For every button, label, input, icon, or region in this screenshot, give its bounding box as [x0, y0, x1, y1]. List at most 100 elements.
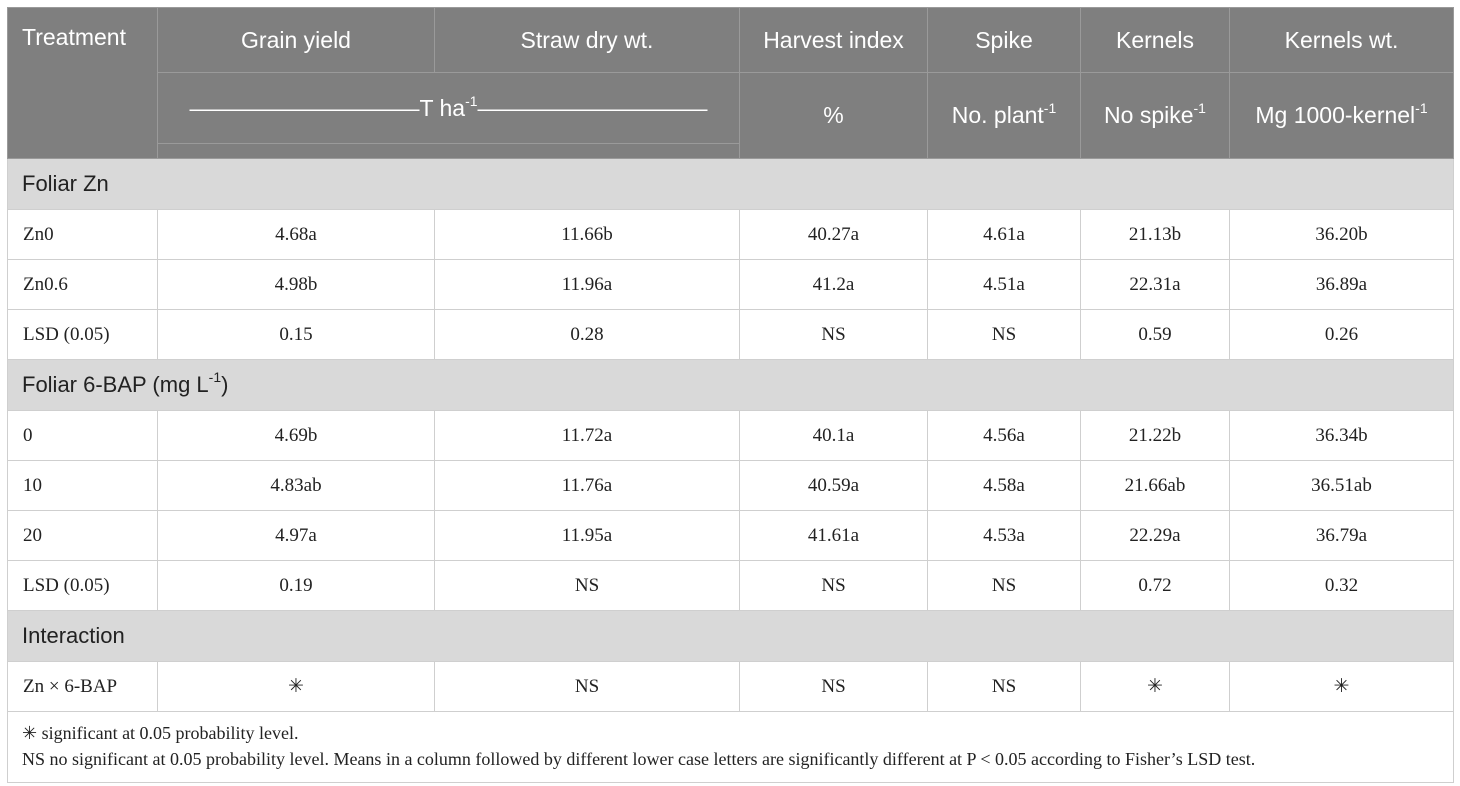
column-header-grain-yield: Grain yield	[157, 7, 435, 73]
table-row: 0 4.69b 11.72a 40.1a 4.56a 21.22b 36.34b	[7, 410, 1454, 461]
table-body: Foliar Zn Zn0 4.68a 11.66b 40.27a 4.61a …	[7, 158, 1454, 783]
table-row: Zn0.6 4.98b 11.96a 41.2a 4.51a 22.31a 36…	[7, 259, 1454, 310]
unit-no-spike-sup: -1	[1193, 100, 1206, 116]
cell: 4.61a	[927, 209, 1081, 260]
cell: 20	[7, 510, 158, 561]
unit-mg-1000-kernel: Mg 1000-kernel-1	[1229, 72, 1454, 159]
cell: 40.59a	[739, 460, 928, 511]
table-row: Zn0 4.68a 11.66b 40.27a 4.61a 21.13b 36.…	[7, 209, 1454, 260]
column-header-harvest-index: Harvest index	[739, 7, 928, 73]
cell: NS	[434, 661, 740, 712]
cell: 4.51a	[927, 259, 1081, 310]
table-row: 20 4.97a 11.95a 41.61a 4.53a 22.29a 36.7…	[7, 510, 1454, 561]
table-row: LSD (0.05) 0.19 NS NS NS 0.72 0.32	[7, 560, 1454, 611]
cell: 41.61a	[739, 510, 928, 561]
table-footnotes: ✳ significant at 0.05 probability level.…	[7, 711, 1454, 783]
cell: 4.68a	[157, 209, 435, 260]
section-title: Foliar Zn	[7, 158, 1454, 210]
cell: 21.66ab	[1080, 460, 1230, 511]
footnote-cell: ✳ significant at 0.05 probability level.…	[7, 711, 1454, 783]
section-title-text: Foliar Zn	[22, 171, 109, 196]
cell: 11.66b	[434, 209, 740, 260]
column-header-spike: Spike	[927, 7, 1081, 73]
section-title: Interaction	[7, 610, 1454, 662]
unit-t-ha-text: ——————————T ha	[189, 94, 466, 121]
section-header: Interaction	[7, 610, 1454, 662]
cell: 11.76a	[434, 460, 740, 511]
cell: 40.27a	[739, 209, 928, 260]
results-table-container: Treatment Grain yield Straw dry wt. Harv…	[7, 7, 1454, 783]
cell: 0.26	[1229, 309, 1454, 360]
cell: 40.1a	[739, 410, 928, 461]
cell: 4.56a	[927, 410, 1081, 461]
cell: 0	[7, 410, 158, 461]
footnote-significant: ✳ significant at 0.05 probability level.	[22, 723, 299, 743]
cell: NS	[927, 661, 1081, 712]
cell: Zn0	[7, 209, 158, 260]
section-header: Foliar Zn	[7, 158, 1454, 210]
column-header-kernels: Kernels	[1080, 7, 1230, 73]
table-header: Treatment Grain yield Straw dry wt. Harv…	[7, 7, 1454, 159]
cell: 36.34b	[1229, 410, 1454, 461]
section-title-sup: -1	[208, 369, 222, 385]
section-title: Foliar 6-BAP (mg L-1)	[7, 359, 1454, 411]
unit-no-plant: No. plant-1	[927, 72, 1081, 159]
cell: 11.95a	[434, 510, 740, 561]
unit-t-ha-tail: ——————————	[477, 94, 708, 121]
cell: 4.83ab	[157, 460, 435, 511]
cell: NS	[434, 560, 740, 611]
cell: 36.89a	[1229, 259, 1454, 310]
unit-no-plant-text: No. plant	[951, 102, 1044, 128]
section-title-tail: )	[221, 372, 229, 397]
cell: LSD (0.05)	[7, 309, 158, 360]
cell: 0.32	[1229, 560, 1454, 611]
cell: 0.19	[157, 560, 435, 611]
cell: 0.72	[1080, 560, 1230, 611]
cell: 41.2a	[739, 259, 928, 310]
cell: 22.29a	[1080, 510, 1230, 561]
cell: Zn × 6-BAP	[7, 661, 158, 712]
table-row: Zn × 6-BAP ✳ NS NS NS ✳ ✳	[7, 661, 1454, 712]
cell: NS	[927, 309, 1081, 360]
cell: 21.22b	[1080, 410, 1230, 461]
cell: 21.13b	[1080, 209, 1230, 260]
cell: NS	[739, 309, 928, 360]
section-title-text: Interaction	[22, 623, 125, 648]
cell: LSD (0.05)	[7, 560, 158, 611]
significance-star-icon: ✳	[157, 661, 435, 712]
cell: 4.98b	[157, 259, 435, 310]
cell: 0.59	[1080, 309, 1230, 360]
cell: NS	[927, 560, 1081, 611]
cell: 11.72a	[434, 410, 740, 461]
significance-star-icon: ✳	[1080, 661, 1230, 712]
footnote-ns: NS no significant at 0.05 probability le…	[22, 749, 1256, 769]
cell: 10	[7, 460, 158, 511]
column-header-straw-dry-wt: Straw dry wt.	[434, 7, 740, 73]
cell: 4.58a	[927, 460, 1081, 511]
table-row: 10 4.83ab 11.76a 40.59a 4.58a 21.66ab 36…	[7, 460, 1454, 511]
unit-no-spike: No spike-1	[1080, 72, 1230, 159]
section-title-text: Foliar 6-BAP (mg L	[22, 372, 209, 397]
cell: 4.69b	[157, 410, 435, 461]
cell: 36.79a	[1229, 510, 1454, 561]
column-header-kernels-wt: Kernels wt.	[1229, 7, 1454, 73]
unit-t-ha: ——————————T ha-1——————————	[157, 72, 740, 144]
cell: 36.20b	[1229, 209, 1454, 260]
cell: NS	[739, 560, 928, 611]
table-row: LSD (0.05) 0.15 0.28 NS NS 0.59 0.26	[7, 309, 1454, 360]
unit-no-spike-text: No spike	[1104, 102, 1194, 128]
results-table: Treatment Grain yield Straw dry wt. Harv…	[7, 7, 1454, 783]
unit-no-plant-sup: -1	[1043, 100, 1057, 116]
unit-spacer	[157, 143, 740, 159]
column-header-treatment: Treatment	[7, 7, 158, 159]
cell: 11.96a	[434, 259, 740, 310]
unit-mg-1000-kernel-sup: -1	[1415, 100, 1428, 116]
cell: 36.51ab	[1229, 460, 1454, 511]
significance-star-icon: ✳	[1229, 661, 1454, 712]
unit-t-ha-sup: -1	[465, 92, 478, 109]
unit-percent: %	[739, 72, 928, 159]
cell: 4.53a	[927, 510, 1081, 561]
unit-mg-1000-kernel-text: Mg 1000-kernel	[1255, 102, 1416, 128]
cell: 0.28	[434, 309, 740, 360]
cell: 4.97a	[157, 510, 435, 561]
